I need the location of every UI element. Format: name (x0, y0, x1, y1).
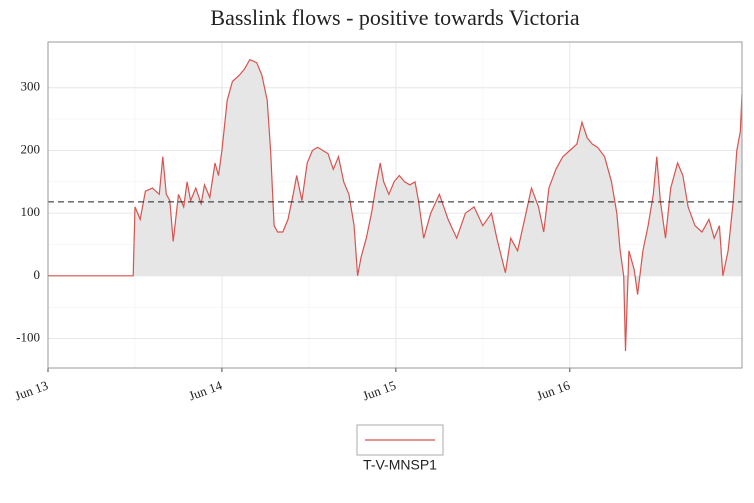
x-tick-label: Jun 14 (187, 377, 225, 403)
y-tick-label: 100 (21, 204, 41, 219)
y-tick-label: -100 (16, 330, 40, 345)
legend-box (356, 424, 444, 456)
y-tick-label: 0 (34, 267, 41, 282)
area (48, 59, 742, 352)
y-tick-label: 300 (21, 79, 41, 94)
x-tick-label: Jun 16 (534, 377, 572, 403)
chart-title: Basslink flows - positive towards Victor… (210, 5, 579, 30)
plot-border (47, 41, 743, 369)
legend-label: T-V-MNSP1 (363, 457, 437, 473)
y-tick-label: 200 (21, 141, 41, 156)
x-tick-label: Jun 13 (13, 378, 50, 404)
x-tick-label: Jun 15 (361, 378, 398, 404)
line (48, 58, 743, 352)
